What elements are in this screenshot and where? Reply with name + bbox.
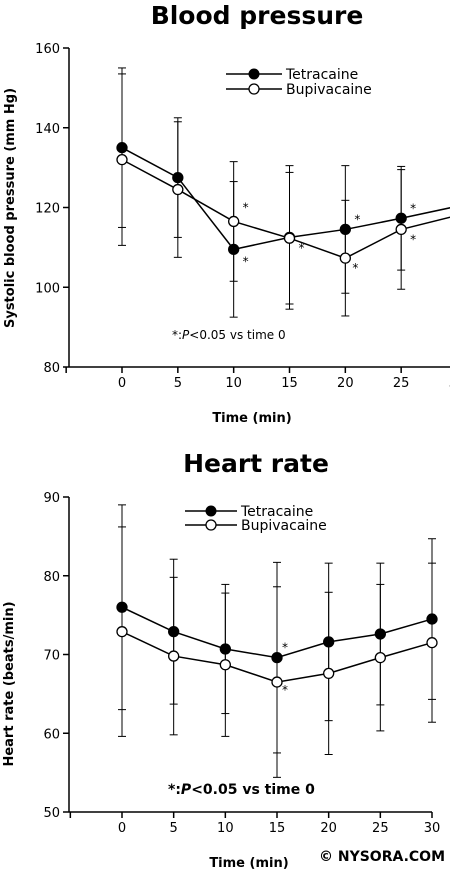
bp-point-tetracaine <box>395 212 407 224</box>
bp-y-tick-label: 80 <box>43 361 60 376</box>
bp-chart-title: Blood pressure <box>151 1 364 30</box>
hr-error-bars <box>118 504 436 778</box>
bp-point-bupivacaine <box>116 153 128 166</box>
hr-legend-label-bupivacaine: Bupivacaine <box>241 518 327 534</box>
hr-x-tick-label: 25 <box>372 821 389 836</box>
hr-point-tetracaine <box>271 652 283 664</box>
bp-y-axis-label: Systolic blood pressure (mm Hg) <box>3 88 18 328</box>
hr-x-tick-label: 0 <box>118 821 126 836</box>
bp-star-tetracaine: * <box>354 212 360 226</box>
hr-significance-stars: ** <box>282 641 288 697</box>
hr-legend-marker-tetracaine <box>205 505 217 517</box>
hr-point-bupivacaine <box>426 637 438 649</box>
hr-star-bupivacaine: * <box>282 683 288 697</box>
hr-x-tick-label: 30 <box>424 821 441 836</box>
hr-data-points <box>116 601 438 688</box>
bp-note-p: P <box>182 328 190 342</box>
bp-significance-stars: ********* <box>243 200 416 275</box>
bp-legend-marker-bupivacaine <box>248 83 260 95</box>
bp-star-bupivacaine: * <box>352 261 358 275</box>
bp-significance-note: *:P<0.05 vs time 0 <box>172 328 286 342</box>
hr-y-tick-label: 90 <box>43 491 60 506</box>
bp-y-tick-label: 120 <box>35 202 60 217</box>
bp-error-bars <box>118 67 406 318</box>
bp-point-bupivacaine <box>339 252 351 264</box>
bp-star-bupivacaine: * <box>299 241 305 255</box>
hr-y-tick-label: 60 <box>43 727 60 742</box>
bp-note-prefix: *: <box>172 328 182 342</box>
hr-note-prefix: *: <box>168 782 181 798</box>
bp-x-tick-label: 30 <box>449 376 450 391</box>
bp-legend-marker-tetracaine <box>248 68 260 80</box>
hr-point-tetracaine <box>323 636 335 648</box>
hr-point-tetracaine <box>219 643 231 655</box>
hr-point-bupivacaine <box>271 676 283 688</box>
hr-point-bupivacaine <box>374 652 386 664</box>
bp-star-tetracaine: * <box>243 254 249 268</box>
hr-y-tick-label: 50 <box>43 806 60 821</box>
bp-star-tetracaine: * <box>410 201 416 215</box>
hr-point-tetracaine <box>426 613 438 625</box>
bp-y-tick-label: 100 <box>35 281 60 296</box>
hr-legend-label-tetracaine: Tetracaine <box>240 504 313 520</box>
bp-note-suffix: <0.05 vs time 0 <box>189 328 285 342</box>
hr-y-axis-label: Heart rate (beats/min) <box>2 601 17 766</box>
bp-axes: 80 100 120 140 160 0 5 10 15 20 25 30 <box>35 42 450 391</box>
hr-point-tetracaine <box>168 626 180 638</box>
hr-x-tick-label: 15 <box>269 821 286 836</box>
bp-point-tetracaine <box>116 142 128 154</box>
hr-chart-title: Heart rate <box>183 449 329 478</box>
bp-legend-label-bupivacaine: Bupivacaine <box>286 82 372 98</box>
bp-x-tick-label: 25 <box>393 376 410 391</box>
hr-x-tick-label: 20 <box>320 821 337 836</box>
bp-x-tick-label: 15 <box>281 376 298 391</box>
bp-x-tick-label: 0 <box>118 376 126 391</box>
bp-star-bupivacaine: * <box>243 200 249 214</box>
hr-point-bupivacaine <box>116 626 128 638</box>
bp-point-tetracaine <box>228 243 240 256</box>
bp-legend: Tetracaine Bupivacaine <box>226 67 372 98</box>
hr-y-tick-label: 80 <box>43 570 60 585</box>
hr-note-suffix: <0.05 vs time 0 <box>191 782 315 798</box>
hr-point-tetracaine <box>374 628 386 640</box>
bp-legend-label-tetracaine: Tetracaine <box>285 67 358 83</box>
hr-x-tick-label: 5 <box>170 821 178 836</box>
hr-point-bupivacaine <box>219 659 231 671</box>
bp-point-bupivacaine <box>283 232 296 244</box>
hr-x-axis-label: Time (min) <box>209 856 288 871</box>
hr-point-bupivacaine <box>323 667 335 680</box>
blood-pressure-chart: Blood pressure Systolic blood pressure (… <box>3 1 450 426</box>
bp-x-axis-label: Time (min) <box>212 411 291 426</box>
bp-point-tetracaine <box>172 171 184 184</box>
bp-point-bupivacaine <box>228 215 240 228</box>
bp-point-bupivacaine <box>395 223 407 236</box>
bp-data-points <box>116 142 407 264</box>
hr-legend: Tetracaine Bupivacaine <box>185 504 327 534</box>
heart-rate-chart: Heart rate Heart rate (beats/min) Time (… <box>2 449 440 871</box>
hr-point-tetracaine <box>116 601 128 613</box>
hr-note-p: P <box>181 782 192 798</box>
hr-y-tick-label: 70 <box>43 649 60 664</box>
hr-point-bupivacaine <box>168 650 180 662</box>
hr-legend-marker-bupivacaine <box>205 519 217 531</box>
bp-y-tick-label: 160 <box>35 42 60 57</box>
bp-star-bupivacaine: * <box>410 232 416 246</box>
hr-x-tick-label: 10 <box>217 821 234 836</box>
copyright-watermark: © NYSORA.COM <box>319 849 445 865</box>
bp-point-bupivacaine <box>172 183 184 196</box>
bp-y-tick-label: 140 <box>35 122 60 137</box>
hr-significance-note: *:P<0.05 vs time 0 <box>168 782 315 798</box>
bp-x-tick-label: 20 <box>337 376 354 391</box>
bp-x-tick-label: 10 <box>225 376 242 391</box>
hr-star-tetracaine: * <box>282 641 288 655</box>
hr-axes: 50 60 70 80 90 0 5 10 15 20 25 30 <box>43 491 440 836</box>
bp-x-tick-label: 5 <box>174 376 182 391</box>
bp-point-tetracaine <box>339 223 351 236</box>
